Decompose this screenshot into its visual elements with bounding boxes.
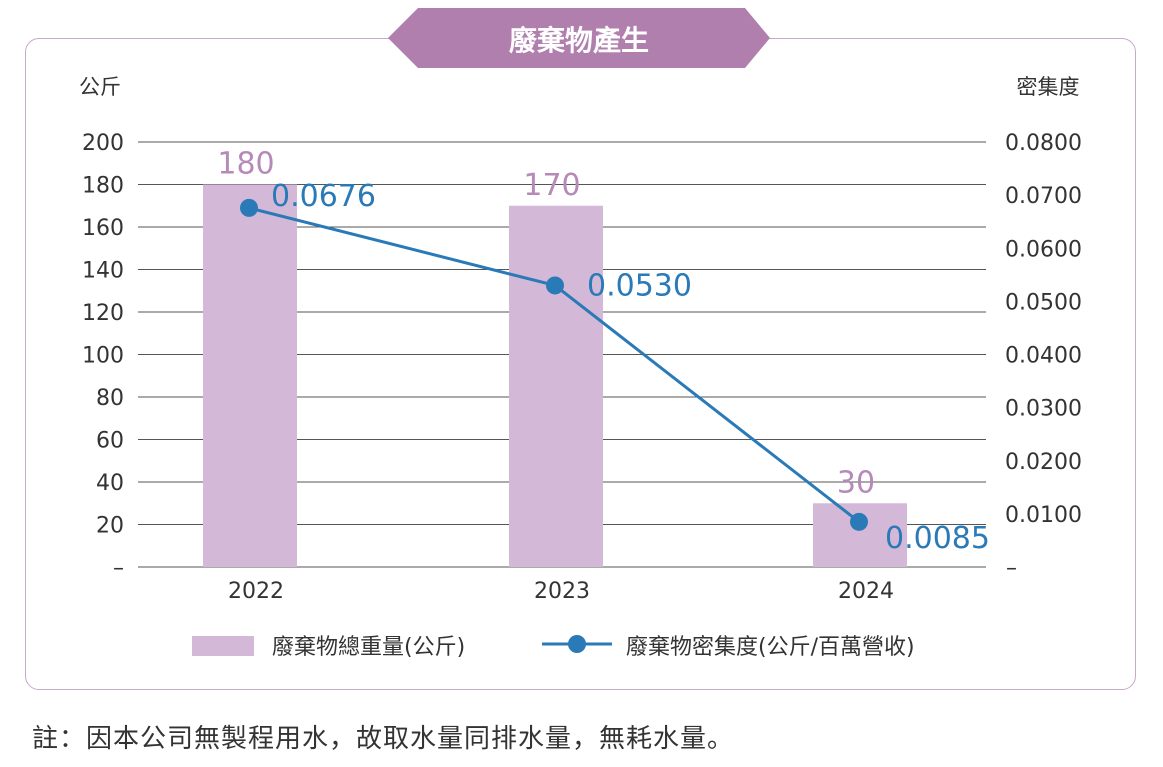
bar xyxy=(509,205,603,567)
right-tick-label: 0.0600 xyxy=(1005,237,1082,262)
right-tick-label: 0.0700 xyxy=(1005,184,1082,209)
left-tick-label: 140 xyxy=(82,259,124,284)
legend-label-bar: 廢棄物總重量(公斤) xyxy=(272,635,465,660)
chart-title: 廢棄物產生 xyxy=(509,24,649,57)
left-tick-label: 40 xyxy=(96,471,124,496)
line-value-label: 0.0530 xyxy=(587,268,692,303)
right-tick-label: 0.0100 xyxy=(1005,503,1082,528)
line-point xyxy=(546,276,564,295)
left-tick-label: 200 xyxy=(82,131,124,156)
legend-label-line: 廢棄物密集度(公斤/百萬營收) xyxy=(626,635,915,660)
footnote: 註：因本公司無製程用水，故取水量同排水量，無耗水量。 xyxy=(32,724,735,754)
bar-value-label: 170 xyxy=(523,168,580,203)
legend: 廢棄物總重量(公斤) 廢棄物密集度(公斤/百萬營收) xyxy=(192,635,915,660)
x-axis-ticks: 2022 2023 2024 xyxy=(228,579,894,604)
left-tick-label: 60 xyxy=(96,429,124,454)
right-tick-label: – xyxy=(1006,556,1017,581)
right-tick-label: 0.0500 xyxy=(1005,290,1082,315)
bar-value-label: 180 xyxy=(217,147,274,182)
right-tick-label: 0.0400 xyxy=(1005,344,1082,369)
bar-series: 180 170 30 xyxy=(203,147,907,567)
bar-value-label: 30 xyxy=(837,465,875,500)
x-tick-label: 2023 xyxy=(534,579,590,604)
line-point xyxy=(240,198,258,217)
legend-swatch-bar xyxy=(192,636,254,656)
left-tick-label: 100 xyxy=(82,344,124,369)
left-tick-label: 20 xyxy=(96,514,124,539)
left-axis-label: 公斤 xyxy=(79,75,121,99)
right-tick-label: 0.0300 xyxy=(1005,397,1082,422)
chart: 廢棄物產生 公斤 密集度 – 20 40 60 80 100 120 140 160 180 200… xyxy=(79,8,1082,660)
left-tick-label: – xyxy=(113,556,124,581)
right-tick-label: 0.0800 xyxy=(1005,131,1082,156)
left-tick-label: 160 xyxy=(82,216,124,241)
line-value-label: 0.0085 xyxy=(885,521,990,556)
x-tick-label: 2024 xyxy=(838,579,894,604)
right-axis-label: 密集度 xyxy=(1017,75,1080,99)
x-tick-label: 2022 xyxy=(228,579,284,604)
right-axis-ticks: – 0.0100 0.0200 0.0300 0.0400 0.0500 0.0600 0.0… xyxy=(1005,131,1082,581)
left-axis-ticks: – 20 40 60 80 100 120 140 160 180 200 xyxy=(82,131,124,581)
line-series: 0.0676 0.0530 0.0085 xyxy=(240,179,990,556)
left-tick-label: 180 xyxy=(82,174,124,199)
left-tick-label: 120 xyxy=(82,301,124,326)
right-tick-label: 0.0200 xyxy=(1005,450,1082,475)
line-point xyxy=(850,512,868,531)
line-value-label: 0.0676 xyxy=(271,179,376,214)
legend-swatch-marker xyxy=(568,635,586,653)
title-banner xyxy=(388,8,770,68)
bar xyxy=(203,184,297,567)
left-tick-label: 80 xyxy=(96,386,124,411)
